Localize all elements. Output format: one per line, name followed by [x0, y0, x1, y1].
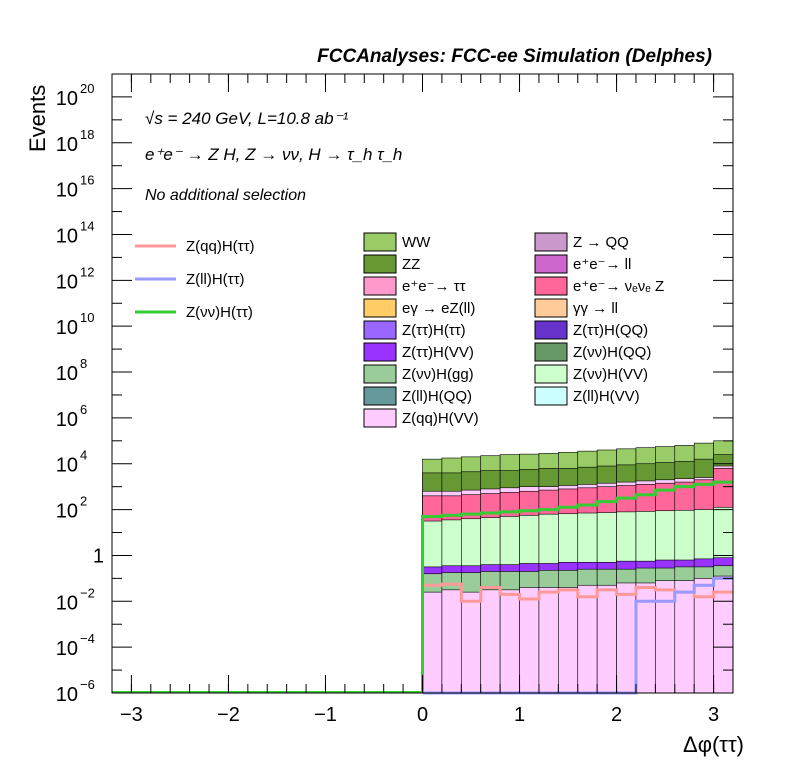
y-tick-label-base: 10 — [56, 225, 78, 247]
x-tick-label: 3 — [708, 704, 719, 726]
x-tick-label: −3 — [120, 704, 143, 726]
legend-box-swatch — [363, 408, 397, 428]
y-tick-label-base: 10 — [56, 271, 78, 293]
legend-box-label: Z(ll)H(VV) — [573, 388, 640, 405]
stack-bar-z-qq-h-vv--8 — [577, 584, 598, 694]
legend-box-swatch — [534, 276, 568, 296]
x-tick-label: 2 — [611, 704, 622, 726]
y-axis-label: Events — [25, 85, 50, 152]
selection-annotation: No additional selection — [145, 187, 306, 204]
legend-box-label: e⁺e⁻→ νₑνₑ Z — [573, 278, 664, 295]
legend-box-label: eγ → eZ(ll) — [402, 300, 475, 317]
y-tick-label-base: 10 — [56, 592, 78, 614]
x-axis-label: Δφ(ττ) — [683, 732, 744, 757]
y-tick-label-exp: 14 — [80, 218, 94, 233]
legend-box-swatch — [534, 386, 568, 406]
legend-box-label: γγ → ll — [573, 300, 618, 317]
y-tick-label-base: 10 — [56, 363, 78, 385]
y-tick-label-exp: −6 — [80, 677, 95, 692]
stack-bar-z-qq-h-vv--7 — [558, 587, 579, 694]
y-tick-label-exp: 20 — [80, 81, 94, 96]
legend-box-swatch — [534, 298, 568, 318]
chart-title: FCCAnalyses: FCC-ee Simulation (Delphes) — [317, 46, 712, 67]
stack-bar-z-qq-h-vv--4 — [499, 589, 520, 694]
legend-box-swatch — [363, 254, 397, 274]
legend-line-label: Z(ll)H(ττ) — [186, 271, 245, 288]
legend-box-swatch — [534, 364, 568, 384]
y-tick-label-base: 10 — [56, 684, 78, 706]
y-tick-label-exp: −4 — [80, 631, 95, 646]
legend-box-label: Z(νν)H(gg) — [402, 366, 474, 383]
legend-box-swatch — [534, 320, 568, 340]
y-tick-label-base: 10 — [56, 455, 78, 477]
legend-box-label: Z(νν)H(QQ) — [573, 344, 651, 361]
legend-box-swatch — [363, 298, 397, 318]
energy-lumi-annotation: √s = 240 GeV, L=10.8 ab⁻¹ — [145, 109, 349, 128]
y-tick-label-base: 10 — [56, 501, 78, 523]
x-tick-label: −1 — [314, 704, 337, 726]
legend-box-swatch — [534, 342, 568, 362]
y-tick-label-base: 10 — [56, 638, 78, 660]
stack-bar-z-qq-h-vv--3 — [480, 589, 501, 694]
stack-bar-z-qq-h-vv--9 — [596, 584, 617, 694]
stack-bar-z-qq-h-vv--12 — [655, 580, 676, 694]
legend-box-swatch — [363, 342, 397, 362]
legend-box-label: Z(ll)H(QQ) — [402, 388, 472, 405]
legend-box-label: Z(νν)H(VV) — [573, 366, 648, 383]
legend-box-swatch — [534, 254, 568, 274]
y-tick-label-base: 10 — [56, 88, 78, 110]
y-tick-label-exp: 16 — [80, 173, 94, 188]
legend-box-label: Z(ττ)H(QQ) — [573, 322, 648, 339]
y-tick-label-base: 10 — [56, 409, 78, 431]
legend-box-swatch — [363, 320, 397, 340]
legend-box-label: e⁺e⁻→ ll — [573, 256, 631, 273]
legend-box-label: Z(ττ)H(VV) — [402, 344, 474, 361]
series-line-z-h- — [421, 480, 733, 693]
legend-line-label: Z(νν)H(ττ) — [186, 304, 253, 321]
y-tick-label-base: 10 — [56, 317, 78, 339]
y-tick-label-base: 10 — [56, 180, 78, 202]
legend-box-label: Z(qq)H(VV) — [402, 410, 479, 427]
y-tick-label-exp: 8 — [80, 356, 87, 371]
y-tick-label-exp: 12 — [80, 264, 94, 279]
x-tick-label: 1 — [514, 704, 525, 726]
legend-box-swatch — [363, 364, 397, 384]
y-tick-label-exp: 10 — [80, 310, 94, 325]
stack-bar-z-qq-h-vv--2 — [461, 591, 482, 694]
legend-box-swatch — [363, 232, 397, 252]
legend-box-label: e⁺e⁻→ ττ — [402, 278, 466, 295]
x-tick-label: 0 — [417, 704, 428, 726]
y-tick-label-exp: 2 — [80, 494, 87, 509]
process-annotation: e⁺e⁻ → Z H, Z → νν, H → τ_h τ_h — [145, 145, 402, 164]
stack-bar-z-qq-h-vv--6 — [538, 587, 559, 694]
y-tick-label-exp: 4 — [80, 448, 87, 463]
stack-bar-z-qq-h-vv--10 — [616, 582, 637, 694]
stack-bar-z-qq-h-vv--13 — [674, 580, 695, 694]
legend-box-label: ZZ — [402, 256, 420, 273]
legend-box-label: Z(ττ)H(ττ) — [402, 322, 466, 339]
legend-box-label: WW — [402, 234, 431, 251]
stack-bar-z-qq-h-vv--1 — [441, 589, 462, 694]
stack-bar-z-qq-h-vv--5 — [519, 587, 540, 694]
stack-bar-z-qq-h-vv--11 — [635, 582, 656, 694]
legend-line-label: Z(qq)H(ττ) — [186, 238, 255, 255]
legend-box-swatch — [534, 232, 568, 252]
x-tick-label: −2 — [217, 704, 240, 726]
legend-box-swatch — [363, 276, 397, 296]
y-tick-label-exp: 6 — [80, 402, 87, 417]
legend-box-label: Z → QQ — [573, 234, 629, 251]
legend-box-swatch — [363, 386, 397, 406]
stack-bar-z-qq-h-vv--0 — [422, 591, 443, 694]
y-tick-label: 1 — [93, 545, 104, 567]
y-tick-label-exp: −2 — [80, 585, 95, 600]
y-tick-label-base: 10 — [56, 134, 78, 156]
y-tick-label-exp: 18 — [80, 127, 94, 142]
